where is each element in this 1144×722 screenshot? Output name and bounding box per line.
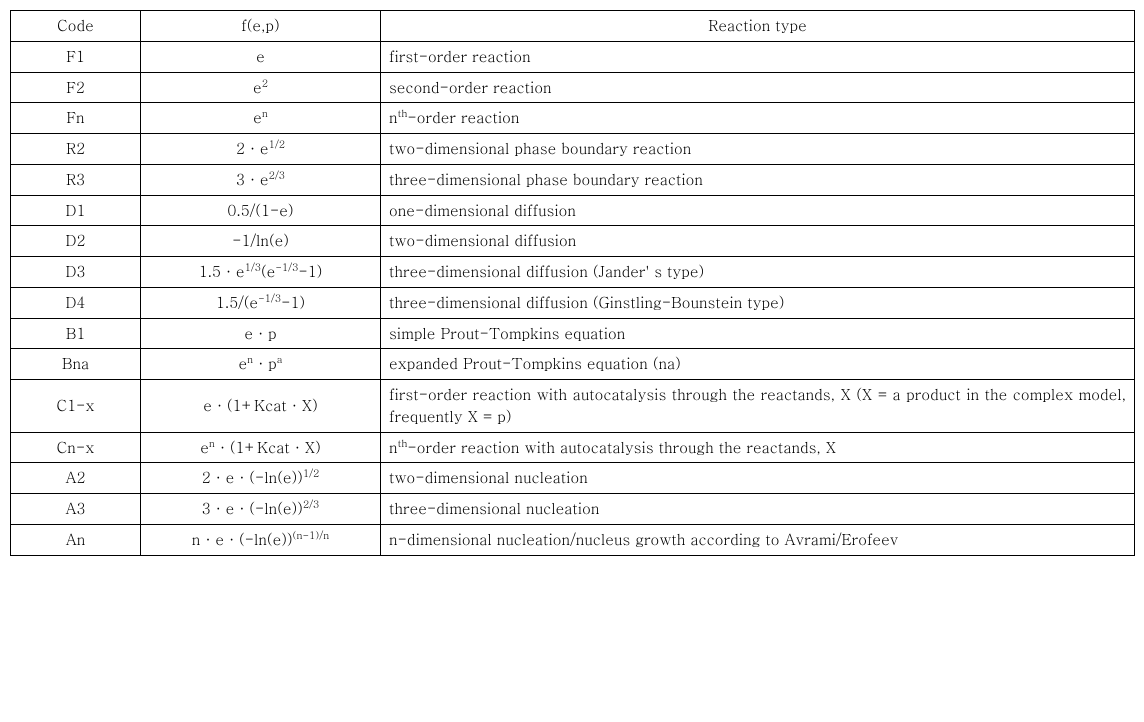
cell-type: three-dimensional diffusion (Ginstling-B… [381,287,1135,318]
col-header-code: Code [11,11,141,42]
cell-fep: 2 · e · (-ln(e))1/2 [141,463,381,494]
cell-code: A3 [11,494,141,525]
cell-code: Fn [11,103,141,134]
table-row: Cn-xen · (1+Kcat · X)nth-order reaction … [11,432,1135,463]
cell-type: n-dimensional nucleation/nucleus growth … [381,524,1135,555]
cell-fep: e [141,41,381,72]
table-row: D41.5/(e-1/3-1)three-dimensional diffusi… [11,287,1135,318]
cell-type: expanded Prout-Tompkins equation (na) [381,349,1135,380]
table-row: R33 · e2/3three-dimensional phase bounda… [11,164,1135,195]
reaction-types-table: Code f(e,p) Reaction type F1efirst-order… [10,10,1135,556]
table-row: B1e · psimple Prout-Tompkins equation [11,318,1135,349]
col-header-type: Reaction type [381,11,1135,42]
cell-code: D2 [11,226,141,257]
cell-fep: 2 · e1/2 [141,134,381,165]
table-body: F1efirst-order reactionF2e2second-order … [11,41,1135,555]
cell-fep: 1.5/(e-1/3-1) [141,287,381,318]
cell-code: R2 [11,134,141,165]
cell-code: B1 [11,318,141,349]
cell-fep: en [141,103,381,134]
cell-code: Bna [11,349,141,380]
cell-fep: 3 · e · (-ln(e))2/3 [141,494,381,525]
cell-code: F1 [11,41,141,72]
table-row: F2e2second-order reaction [11,72,1135,103]
cell-fep: 1.5 · e1/3(e-1/3-1) [141,257,381,288]
table-row: Bnaen · paexpanded Prout-Tompkins equati… [11,349,1135,380]
table-row: Ann · e · (-ln(e))(n-1)/nn-dimensional n… [11,524,1135,555]
cell-code: D4 [11,287,141,318]
cell-fep: e · (1+Kcat · X) [141,380,381,433]
cell-type: three-dimensional phase boundary reactio… [381,164,1135,195]
table-row: Fnennth-order reaction [11,103,1135,134]
cell-type: nth-order reaction [381,103,1135,134]
cell-type: first-order reaction with autocatalysis … [381,380,1135,433]
cell-code: Cn-x [11,432,141,463]
cell-fep: 0.5/(1-e) [141,195,381,226]
cell-fep: e2 [141,72,381,103]
cell-type: one-dimensional diffusion [381,195,1135,226]
cell-type: two-dimensional phase boundary reaction [381,134,1135,165]
cell-code: C1-x [11,380,141,433]
cell-code: D1 [11,195,141,226]
cell-type: three-dimensional diffusion (Jander' s t… [381,257,1135,288]
cell-code: An [11,524,141,555]
cell-fep: en · pa [141,349,381,380]
table-row: C1-xe · (1+Kcat · X)first-order reaction… [11,380,1135,433]
table-row: F1efirst-order reaction [11,41,1135,72]
table-row: R22 · e1/2two-dimensional phase boundary… [11,134,1135,165]
cell-code: R3 [11,164,141,195]
table-row: D2-1/ln(e)two-dimensional diffusion [11,226,1135,257]
cell-type: first-order reaction [381,41,1135,72]
cell-type: simple Prout-Tompkins equation [381,318,1135,349]
cell-type: second-order reaction [381,72,1135,103]
cell-code: D3 [11,257,141,288]
cell-type: two-dimensional nucleation [381,463,1135,494]
table-header-row: Code f(e,p) Reaction type [11,11,1135,42]
table-row: D10.5/(1-e)one-dimensional diffusion [11,195,1135,226]
cell-fep: -1/ln(e) [141,226,381,257]
cell-fep: en · (1+Kcat · X) [141,432,381,463]
table-row: A22 · e · (-ln(e))1/2two-dimensional nuc… [11,463,1135,494]
table-row: D31.5 · e1/3(e-1/3-1)three-dimensional d… [11,257,1135,288]
cell-type: nth-order reaction with autocatalysis th… [381,432,1135,463]
table-row: A33 · e · (-ln(e))2/3three-dimensional n… [11,494,1135,525]
cell-fep: e · p [141,318,381,349]
cell-code: F2 [11,72,141,103]
cell-type: three-dimensional nucleation [381,494,1135,525]
cell-code: A2 [11,463,141,494]
cell-type: two-dimensional diffusion [381,226,1135,257]
cell-fep: n · e · (-ln(e))(n-1)/n [141,524,381,555]
cell-fep: 3 · e2/3 [141,164,381,195]
col-header-fep: f(e,p) [141,11,381,42]
